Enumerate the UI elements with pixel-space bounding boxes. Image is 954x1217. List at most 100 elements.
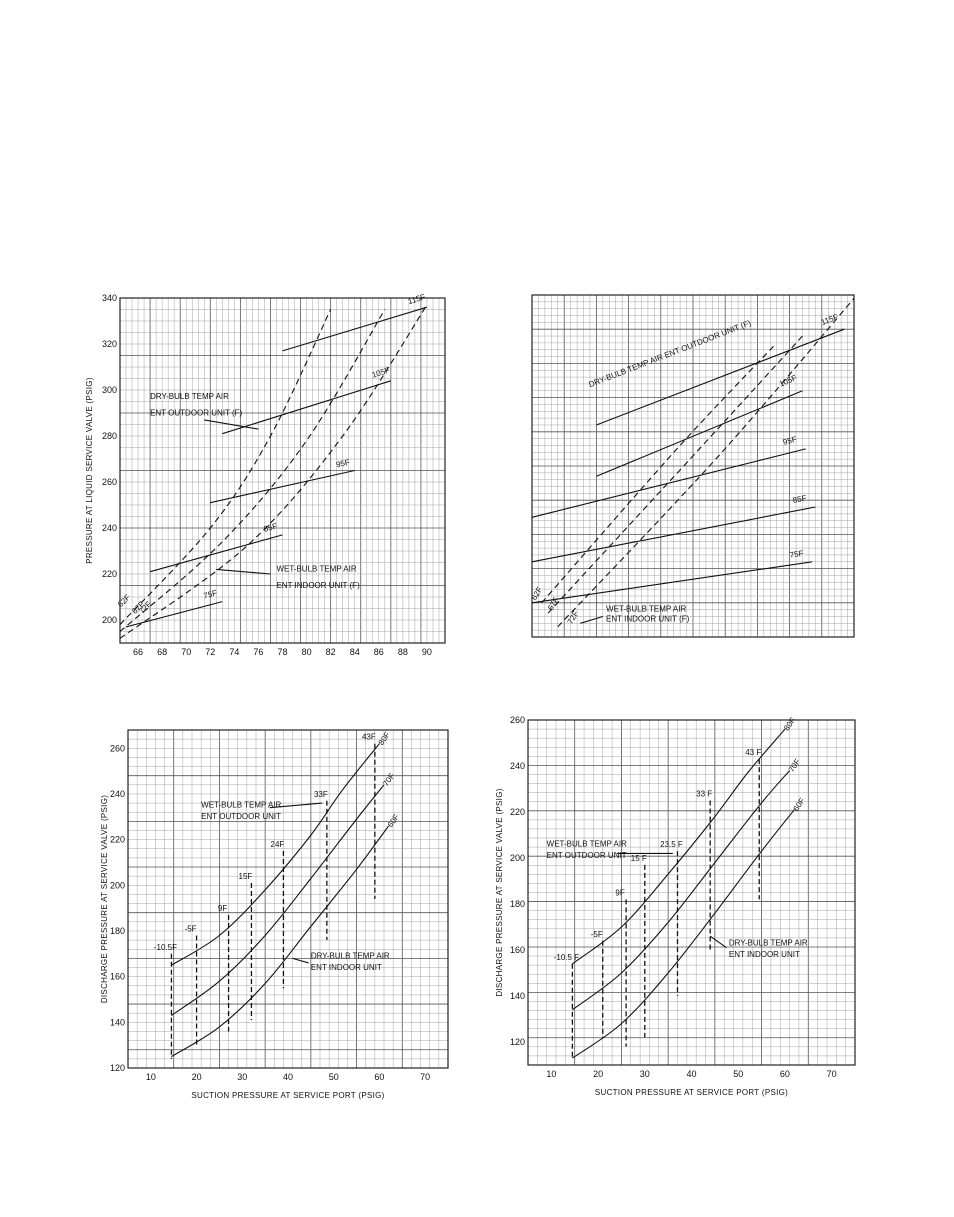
wet-bulb-label: 15F (239, 872, 253, 881)
x-tick-label: 76 (253, 647, 263, 657)
annotation-label: DRY-BULB TEMP AIR (311, 951, 390, 960)
series-label: 85F (263, 521, 279, 533)
x-tick-label: 72 (205, 647, 215, 657)
y-axis-label: DISCHARGE PRESSURE AT SERVICE VALVE (PSI… (100, 795, 109, 1003)
y-tick-label: 260 (102, 477, 117, 487)
y-tick-label: 200 (110, 880, 125, 890)
annotation-label: ENT OUTDOOR UNIT (547, 851, 627, 860)
wet-bulb-label: -10.5 F (554, 953, 579, 962)
x-tick-label: 60 (374, 1072, 384, 1082)
series-line (531, 448, 806, 518)
x-tick-label: 70 (827, 1069, 837, 1079)
x-tick-label: 20 (593, 1069, 603, 1079)
series-line (572, 770, 791, 1011)
y-tick-label: 340 (102, 293, 117, 303)
annotation-label: DRY-BULB TEMP AIR (729, 938, 808, 947)
y-tick-label: 200 (510, 853, 525, 863)
chart-bottom-right: 10 20 30 40 50 60 70 120 140 160 180 200 220 240 260 SU… (495, 715, 856, 1097)
series-line (541, 345, 774, 604)
x-tick-label: 30 (640, 1069, 650, 1079)
x-axis-label: SUCTION PRESSURE AT SERVICE PORT (PSIG) (191, 1091, 384, 1100)
x-tick-label: 86 (374, 647, 384, 657)
x-tick-label: 20 (192, 1072, 202, 1082)
plot-frame (527, 719, 856, 1066)
y-tick-label: 280 (102, 431, 117, 441)
series-line (119, 309, 386, 632)
y-tick-label: 260 (110, 743, 125, 753)
series-label: 85F (792, 494, 807, 505)
x-tick-label: 82 (326, 647, 336, 657)
series-line (547, 335, 803, 614)
annotation-label: ENT INDOOR UNIT (311, 963, 382, 972)
annotation-label: ENT INDOOR UNIT (729, 950, 800, 959)
annotation-arrow (292, 957, 309, 964)
x-tick-label: 10 (546, 1069, 556, 1079)
chart-bottom-left: 10 20 30 40 50 60 70 120 140 160 180 200 220 240 260 SU… (100, 729, 449, 1100)
annotation-label: ENT OUTDOOR UNIT (F) (150, 408, 242, 417)
x-tick-label: 40 (283, 1072, 293, 1082)
series-label: 62F (116, 593, 132, 609)
annotation-label: ENT OUTDOOR UNIT (201, 812, 281, 821)
series-line (171, 784, 385, 1016)
y-tick-label: 220 (510, 807, 525, 817)
series-line (222, 380, 391, 435)
y-axis-label: PRESSURE AT LIQUID SERVICE VALVE (PSIG) (85, 377, 94, 564)
y-tick-label: 180 (110, 926, 125, 936)
x-tick-label: 80 (302, 647, 312, 657)
y-tick-label: 160 (110, 972, 125, 982)
series-label: 70F (381, 771, 396, 788)
series-line (531, 561, 813, 604)
annotation-label: ENT INDOOR UNIT (F) (606, 615, 690, 624)
y-tick-label: 240 (102, 523, 117, 533)
series-label: 75F (203, 588, 219, 600)
annotation-label: DRY-BULB TEMP AIR (150, 392, 229, 401)
x-tick-label: 84 (350, 647, 360, 657)
x-tick-label: 50 (733, 1069, 743, 1079)
annotation-label: WET-BULB TEMP AIR (276, 565, 356, 574)
x-tick-label: 74 (229, 647, 239, 657)
series-label: 60F (792, 796, 807, 813)
x-tick-label: 70 (181, 647, 191, 657)
series-label: 75F (789, 549, 804, 560)
wet-bulb-label: 9F (615, 888, 624, 897)
series-label: 95F (335, 458, 351, 470)
y-tick-label: 120 (110, 1063, 125, 1073)
wet-bulb-label: 15 F (631, 854, 647, 863)
y-tick-label: 320 (102, 339, 117, 349)
wet-bulb-label: 33F (314, 790, 328, 799)
x-tick-label: 50 (329, 1072, 339, 1082)
annotation-arrow (204, 419, 259, 430)
annotation-label: ENT INDOOR UNIT (F) (276, 581, 360, 590)
y-tick-label: 120 (510, 1037, 525, 1047)
wet-bulb-label: -5F (591, 930, 603, 939)
annotation-label: WET-BULB TEMP AIR (606, 604, 686, 613)
x-tick-label: 88 (398, 647, 408, 657)
wet-bulb-label: 9F (218, 904, 227, 913)
series-line (210, 469, 355, 504)
x-axis-label: SUCTION PRESSURE AT SERVICE PORT (PSIG) (595, 1088, 788, 1097)
y-tick-label: 240 (110, 789, 125, 799)
plot-frame (127, 729, 449, 1069)
x-tick-label: 68 (157, 647, 167, 657)
x-tick-label: 60 (780, 1069, 790, 1079)
wet-bulb-label: 43F (362, 733, 376, 742)
annotation-arrow (269, 802, 323, 809)
series-label: 80F (377, 730, 392, 747)
x-tick-label: 30 (237, 1072, 247, 1082)
y-tick-label: 240 (510, 761, 525, 771)
series-line (282, 306, 428, 352)
annotation-arrow (709, 935, 727, 949)
y-tick-label: 180 (510, 899, 525, 909)
wet-bulb-label: 23.5 F (660, 840, 683, 849)
series-label: 60F (386, 813, 401, 830)
series-line (119, 309, 332, 625)
series-line (149, 534, 283, 573)
x-tick-label: 40 (686, 1069, 696, 1079)
series-line (596, 328, 845, 426)
y-tick-label: 160 (510, 945, 525, 955)
annotation-label: WET-BULB TEMP AIR (547, 840, 627, 849)
wet-bulb-label: 43 F (745, 748, 761, 757)
wet-bulb-label: 24F (271, 840, 285, 849)
y-tick-label: 300 (102, 385, 117, 395)
